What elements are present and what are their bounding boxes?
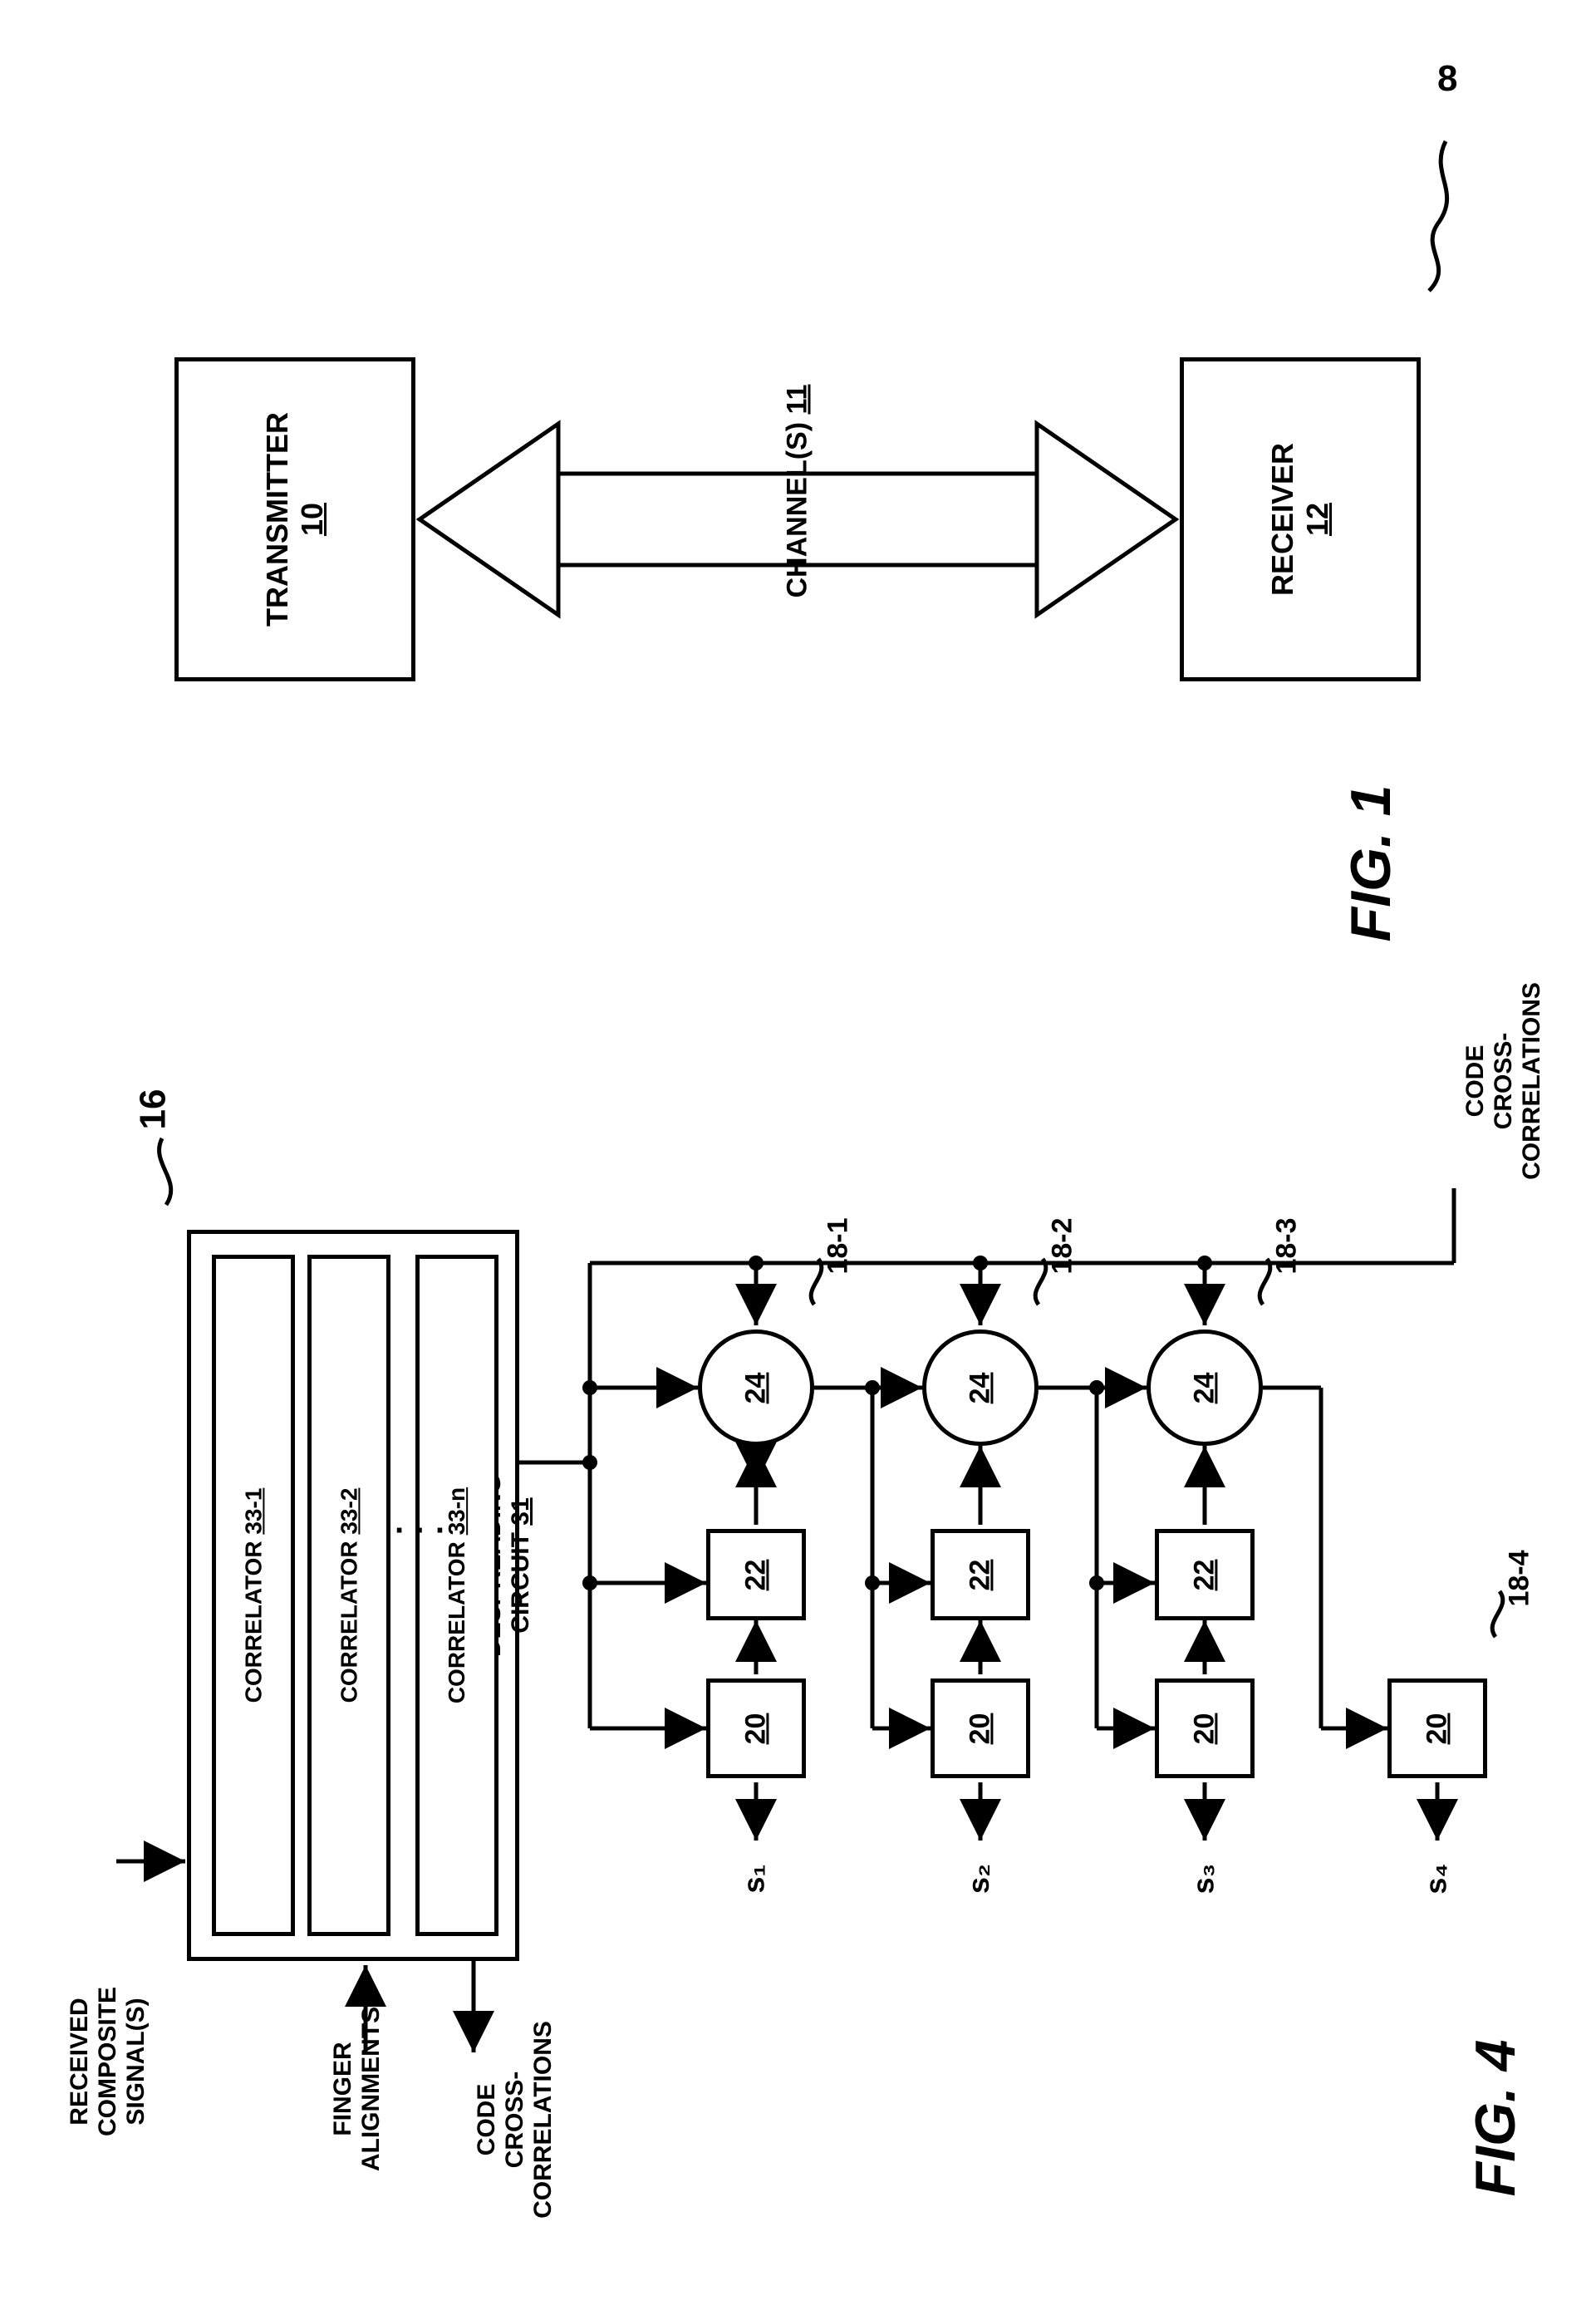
stage1-24: 24 xyxy=(698,1329,814,1446)
output-s1: s₁ xyxy=(736,1865,771,1894)
stage3-24: 24 xyxy=(1147,1329,1263,1446)
stage4-20: 20 xyxy=(1387,1678,1487,1778)
output-s3: s₃ xyxy=(1186,1864,1220,1895)
stage3-22: 22 xyxy=(1155,1529,1255,1620)
ref-18-2: 18-2 xyxy=(1047,1217,1079,1274)
stage2-22: 22 xyxy=(931,1529,1030,1620)
stage1-20: 20 xyxy=(706,1678,806,1778)
ref-18-3: 18-3 xyxy=(1271,1217,1304,1274)
stage2-24: 24 xyxy=(922,1329,1039,1446)
fig4-wires xyxy=(33,33,1562,2277)
ref-18-4: 18-4 xyxy=(1504,1550,1536,1606)
stage2-20: 20 xyxy=(931,1678,1030,1778)
output-s2: s₂ xyxy=(961,1864,996,1894)
output-s4: s₄ xyxy=(1419,1863,1454,1894)
stage1-22: 22 xyxy=(706,1529,806,1620)
page: 8 TRANSMITTER 10 RECEIVER 12 xyxy=(33,33,1562,2277)
stage3-20: 20 xyxy=(1155,1678,1255,1778)
ref-18-1: 18-1 xyxy=(823,1217,855,1274)
